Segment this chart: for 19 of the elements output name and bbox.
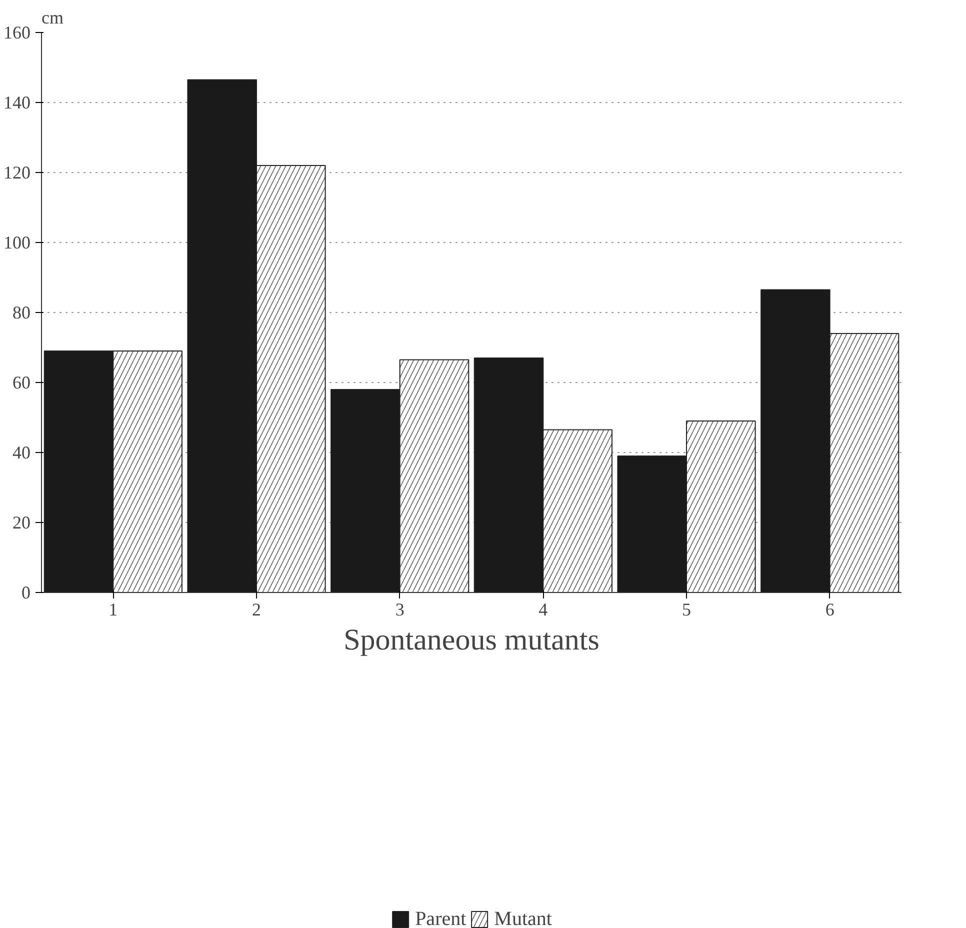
x-tick-label: 4: [538, 600, 548, 620]
x-tick-label: 5: [682, 600, 691, 620]
y-tick-label: 160: [4, 22, 30, 42]
y-tick-label: 20: [12, 512, 30, 532]
legend-label: Parent: [415, 908, 466, 928]
x-axis-title: Spontaneous mutants: [344, 624, 600, 656]
y-axis-title: cm: [42, 8, 64, 28]
y-tick-label: 120: [4, 162, 30, 182]
y-tick-label: 140: [4, 92, 30, 112]
x-tick-label: 3: [395, 600, 404, 620]
y-tick-label: 40: [12, 442, 30, 462]
y-tick-label: 80: [12, 302, 30, 322]
y-tick-label: 60: [12, 372, 30, 392]
x-tick-label: 2: [252, 600, 261, 620]
y-tick-label: 0: [22, 582, 30, 602]
x-tick-label: 6: [825, 600, 834, 620]
y-tick-label: 100: [4, 232, 30, 252]
text: Mutant: [494, 908, 552, 928]
x-tick-label: 1: [108, 600, 118, 620]
